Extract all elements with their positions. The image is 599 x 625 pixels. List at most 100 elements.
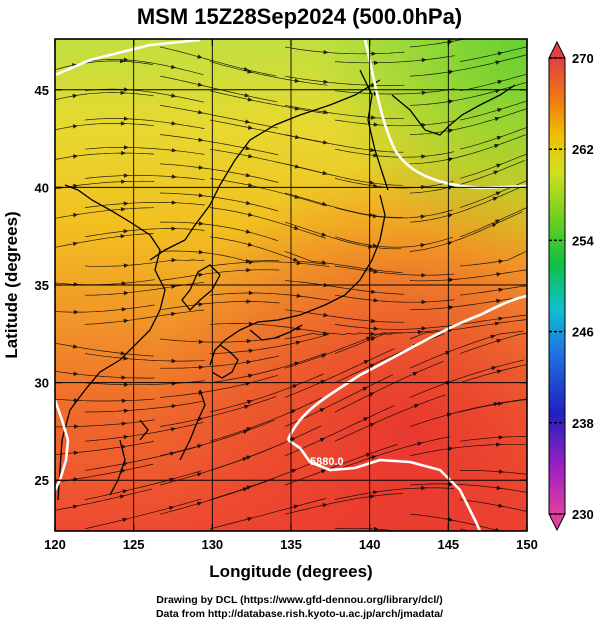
streamline-arrow bbox=[495, 60, 501, 65]
streamline bbox=[159, 374, 278, 398]
streamline-arrow bbox=[171, 404, 177, 409]
streamline-arrow bbox=[496, 163, 502, 168]
streamline bbox=[209, 236, 327, 265]
streamline-arrow bbox=[362, 386, 368, 391]
streamline-arrow bbox=[245, 200, 252, 205]
streamline bbox=[459, 333, 527, 354]
streamline-arrow bbox=[372, 243, 378, 248]
x-tick-label: 130 bbox=[201, 537, 223, 552]
streamline-arrow bbox=[491, 366, 497, 371]
streamline-arrow bbox=[120, 468, 126, 474]
streamline-arrow bbox=[123, 318, 129, 324]
streamline-arrow bbox=[417, 329, 423, 335]
streamline-arrow bbox=[498, 287, 504, 293]
streamline bbox=[409, 443, 527, 457]
streamline-arrow bbox=[290, 437, 296, 442]
streamline-arrow bbox=[123, 57, 129, 62]
streamline-arrow bbox=[293, 504, 299, 509]
streamline-arrow bbox=[319, 408, 325, 413]
streamline bbox=[459, 153, 527, 179]
streamline bbox=[409, 81, 527, 106]
streamline bbox=[284, 280, 405, 295]
streamline bbox=[334, 294, 455, 303]
streamline bbox=[209, 397, 322, 442]
streamline-arrow bbox=[373, 326, 379, 331]
streamline bbox=[159, 337, 280, 343]
streamline bbox=[409, 296, 527, 311]
streamline bbox=[334, 328, 451, 354]
streamline-arrow bbox=[293, 257, 299, 262]
streamline bbox=[85, 400, 205, 413]
streamline-arrow bbox=[421, 273, 427, 278]
streamline bbox=[409, 108, 527, 135]
streamline bbox=[459, 314, 527, 325]
streamline-arrow bbox=[72, 504, 79, 509]
streamline-arrow bbox=[323, 79, 329, 84]
streamline-arrow bbox=[171, 148, 177, 153]
streamline-arrow bbox=[171, 311, 177, 317]
streamline bbox=[84, 353, 205, 362]
streamline bbox=[334, 360, 444, 413]
streamline-arrow bbox=[120, 90, 126, 95]
streamline-arrow bbox=[421, 154, 427, 159]
streamline bbox=[209, 207, 326, 239]
streamline-arrow bbox=[373, 298, 379, 303]
streamline-arrow bbox=[321, 260, 328, 265]
streamline bbox=[459, 207, 527, 238]
streamline-arrow bbox=[198, 339, 204, 344]
streamline-arrow bbox=[494, 321, 501, 326]
streamline-arrow bbox=[494, 116, 501, 122]
streamline bbox=[55, 304, 155, 313]
streamline bbox=[284, 493, 404, 515]
streamline-arrow bbox=[73, 371, 79, 376]
streamline-arrow bbox=[490, 334, 496, 339]
streamline-arrow bbox=[373, 526, 379, 531]
streamline-arrow bbox=[247, 69, 253, 74]
streamline-arrow bbox=[539, 200, 545, 204]
streamline-arrow bbox=[248, 260, 254, 265]
streamline bbox=[55, 488, 153, 511]
streamline-arrow bbox=[491, 223, 498, 228]
streamline-arrow bbox=[372, 213, 378, 219]
streamline bbox=[159, 75, 278, 103]
streamline bbox=[409, 319, 527, 340]
streamline-arrow bbox=[198, 390, 204, 396]
streamline-arrow bbox=[247, 242, 253, 247]
streamline bbox=[209, 61, 328, 86]
streamline-arrow bbox=[373, 490, 379, 495]
streamline-arrow bbox=[294, 78, 300, 83]
streamline-arrow bbox=[73, 213, 79, 218]
streamline-arrow bbox=[290, 409, 297, 414]
streamline bbox=[209, 178, 327, 207]
streamline-arrow bbox=[73, 450, 79, 455]
streamline-arrow bbox=[73, 309, 79, 315]
streamline-arrow bbox=[323, 50, 329, 55]
streamline-arrow bbox=[119, 494, 126, 499]
streamline-arrow bbox=[492, 197, 498, 202]
y-tick-label: 40 bbox=[35, 180, 49, 195]
streamline-arrow bbox=[413, 404, 420, 409]
streamline-arrow bbox=[123, 201, 129, 206]
streamline-arrow bbox=[421, 122, 427, 128]
streamline bbox=[84, 175, 205, 181]
streamline bbox=[84, 470, 202, 500]
streamline-arrow bbox=[123, 116, 129, 121]
streamline-arrow bbox=[498, 316, 504, 321]
streamline-arrow bbox=[171, 200, 177, 205]
streamline-arrow bbox=[121, 179, 127, 184]
streamline bbox=[334, 527, 398, 531]
streamline-arrow bbox=[448, 39, 454, 45]
contour-5880-west bbox=[55, 399, 70, 491]
streamline-arrow bbox=[497, 108, 503, 113]
streamline-arrow bbox=[121, 421, 127, 426]
streamline bbox=[159, 192, 279, 212]
streamline bbox=[284, 309, 405, 323]
streamline bbox=[84, 88, 204, 103]
streamline-arrow bbox=[73, 398, 79, 403]
streamline-arrow bbox=[497, 51, 503, 56]
streamline bbox=[284, 221, 402, 250]
streamline-arrow bbox=[496, 369, 503, 374]
streamline-arrow bbox=[544, 359, 549, 363]
streamline-arrow bbox=[370, 337, 376, 342]
streamline bbox=[459, 499, 527, 512]
